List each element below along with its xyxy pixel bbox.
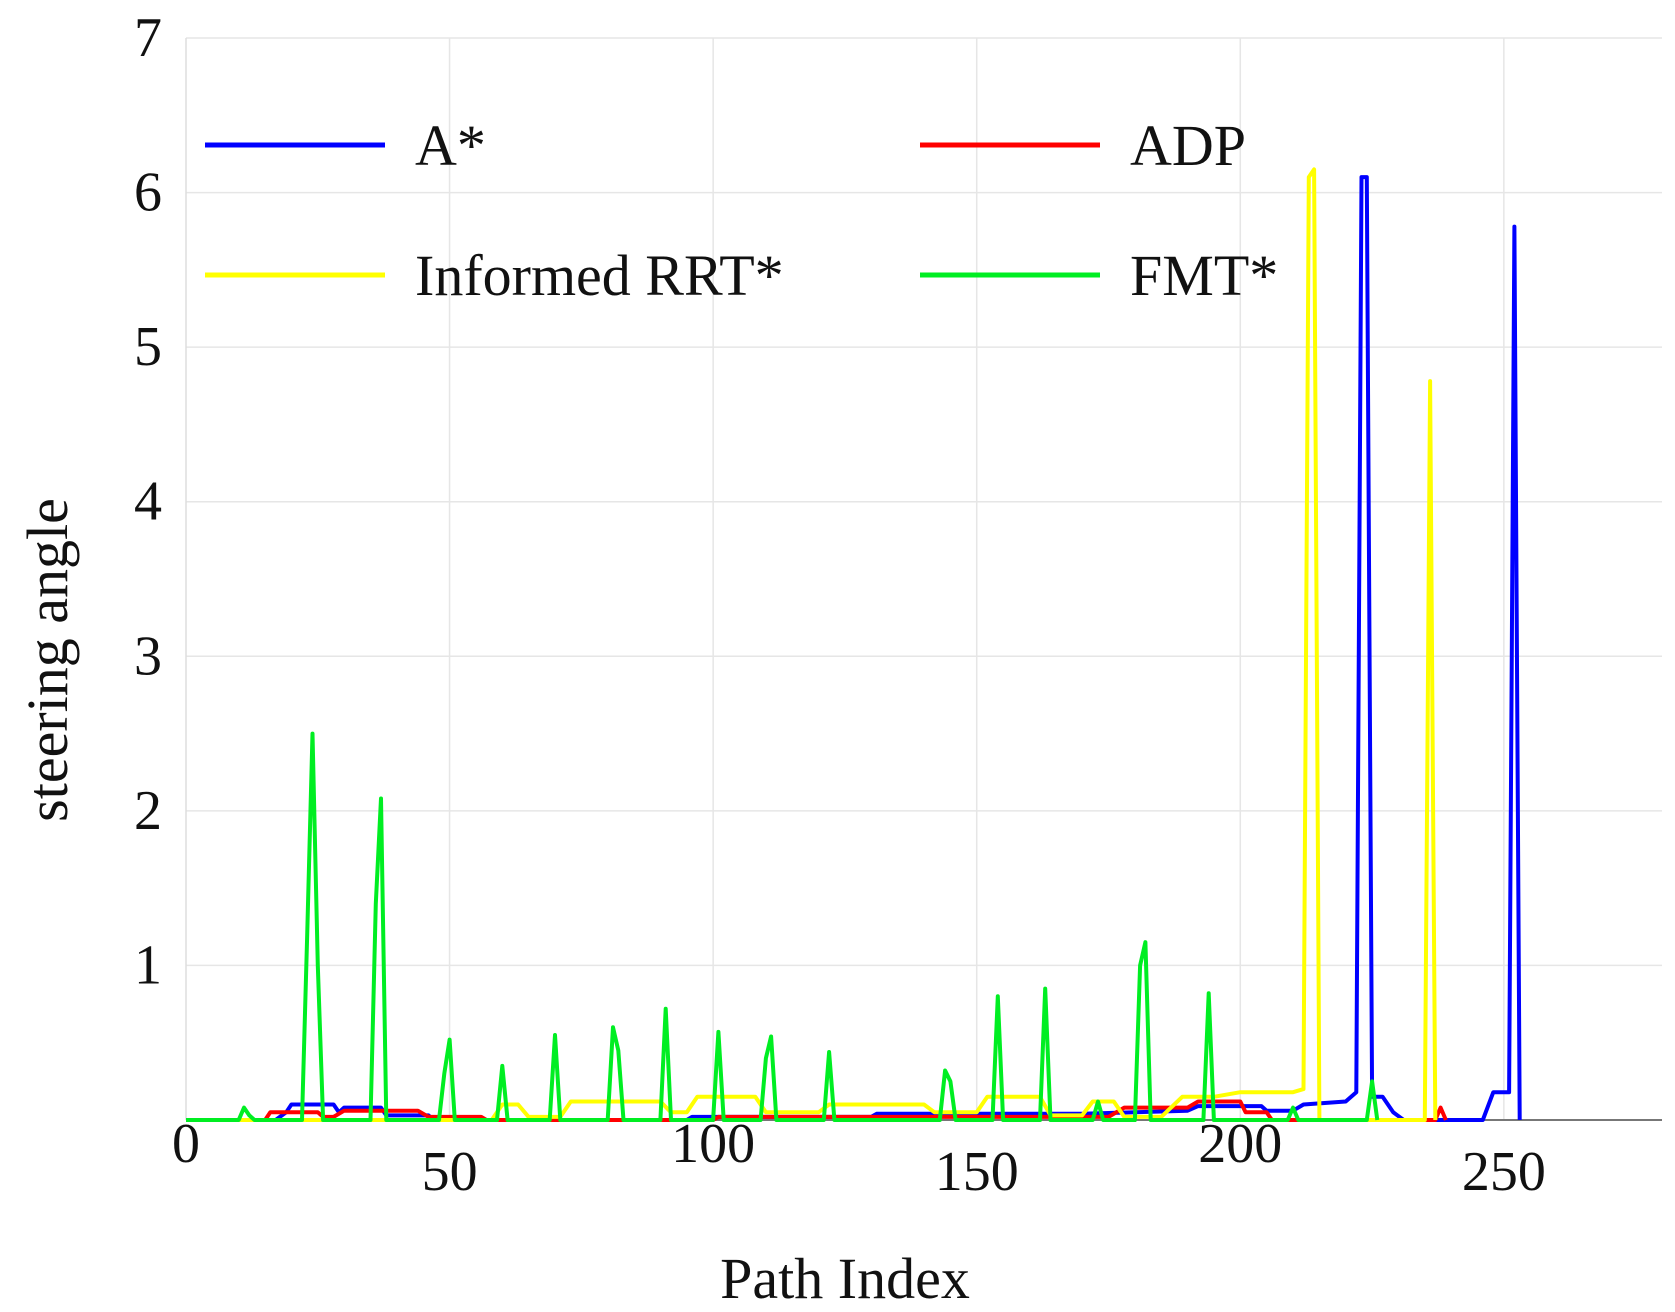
x-tick-label: 250: [1462, 1141, 1546, 1203]
y-tick-label: 4: [134, 471, 162, 533]
y-tick-label: 7: [134, 7, 162, 69]
x-tick-label: 200: [1198, 1113, 1282, 1175]
x-tick-label: 150: [935, 1141, 1019, 1203]
x-tick-label: 100: [671, 1113, 755, 1175]
legend-label-3: FMT*: [1130, 243, 1278, 308]
y-tick-label: 1: [134, 934, 162, 996]
y-tick-label: 6: [134, 162, 162, 224]
y-tick-label: 3: [134, 625, 162, 687]
grid-lines: [186, 37, 1662, 1120]
y-tick-label: 2: [134, 780, 162, 842]
x-tick-label: 0: [172, 1113, 200, 1175]
legend: A* ADP Informed RRT* FMT*: [205, 113, 1278, 308]
legend-label-1: ADP: [1130, 113, 1246, 178]
tick-labels: 0 50 100 150 200 250 1 2 3 4 5 6 7: [134, 7, 1546, 1203]
legend-label-0: A*: [415, 113, 486, 178]
series-lines: [186, 167, 1522, 1122]
series-line-2: [186, 167, 1438, 1122]
x-axis-title: Path Index: [720, 1246, 970, 1311]
series-line-0: [186, 175, 1522, 1122]
series-line-3: [186, 731, 1380, 1122]
y-axis-title: steering angle: [15, 498, 80, 822]
y-tick-label: 5: [134, 316, 162, 378]
legend-label-2: Informed RRT*: [415, 243, 784, 308]
axes: [185, 38, 1662, 1121]
x-tick-label: 50: [422, 1141, 478, 1203]
